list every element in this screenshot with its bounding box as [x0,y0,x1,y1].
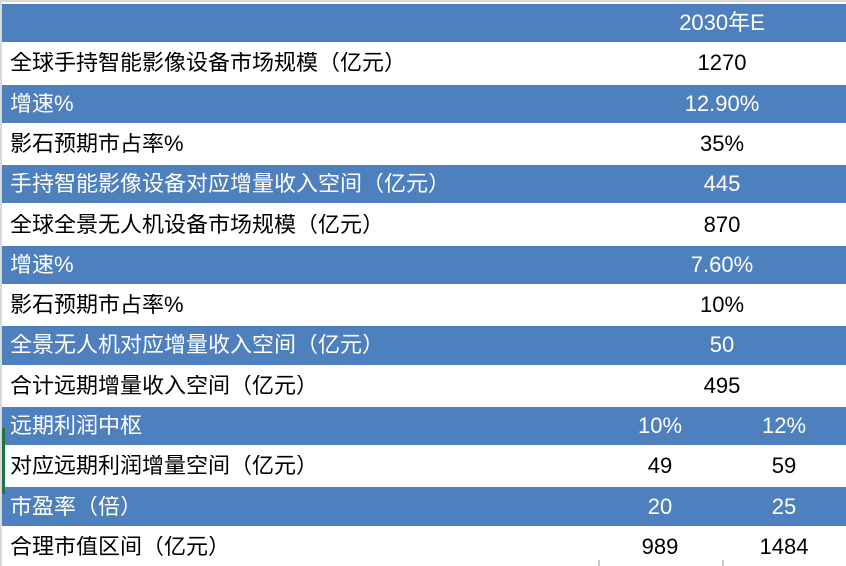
cell-value: 10% [637,412,683,438]
column-separator-tick [722,560,724,566]
row-label: 全景无人机对应增量收入空间（亿元） [10,334,385,357]
row-label: 增速% [10,253,74,276]
column-separator-tick [598,560,600,566]
cell-value: 445 [703,171,741,197]
cell-value: 59 [771,453,797,479]
cell-value: 49 [647,453,673,479]
table-row: 增速% 12.90% [2,82,846,125]
row-label: 全球全景无人机设备市场规模（亿元） [10,213,385,236]
cell-value: 12.90% [684,90,760,116]
table-row: 2030年E [2,2,846,45]
table-row: 全球全景无人机设备市场规模（亿元） 870 [2,205,846,244]
row-label: 影石预期市占率% [10,294,184,317]
cell-value: 870 [703,211,741,237]
table-row: 市盈率（倍） 20 25 [2,485,846,528]
table-row: 合计远期增量收入空间（亿元） 495 [2,366,846,405]
row-label: 市盈率（倍） [10,495,143,518]
table-row: 影石预期市占率% 10% [2,285,846,325]
table-row: 全景无人机对应增量收入空间（亿元） 50 [2,324,846,367]
table-row: 全球手持智能影像设备市场规模（亿元） 1270 [2,44,846,83]
cell-value: 50 [709,332,735,358]
row-label: 影石预期市占率% [10,132,184,155]
cell-value: 989 [641,533,679,559]
row-label: 合计远期增量收入空间（亿元） [10,374,319,397]
cell-value: 495 [703,372,741,398]
cell-value: 1484 [759,533,809,559]
row-label: 远期利润中枢 [10,414,143,437]
cell-value: 25 [771,493,797,519]
table-row: 增速% 7.60% [2,243,846,286]
row-label: 增速% [10,92,74,115]
cell-value: 12% [761,412,807,438]
cell-value: 7.60% [690,251,754,277]
row-label: 对应远期利润增量空间（亿元） [10,455,319,478]
table-row: 远期利润中枢 10% 12% [2,404,846,448]
green-marker-bar [2,428,5,494]
cell-value: 20 [647,493,673,519]
cell-value: 1270 [697,50,747,76]
table-row: 对应远期利润增量空间（亿元） 49 59 [2,447,846,486]
cell-value: 35% [699,130,745,156]
row-label: 合理市值区间（亿元） [10,535,231,558]
row-label: 全球手持智能影像设备市场规模（亿元） [10,52,407,75]
table-row: 合理市值区间（亿元） 989 1484 [2,527,846,566]
cell-value: 10% [699,292,745,318]
column-header-2030E: 2030年E [679,10,765,36]
row-label: 手持智能影像设备对应增量收入空间（亿元） [10,173,451,196]
table-row: 影石预期市占率% 35% [2,124,846,164]
table-row: 手持智能影像设备对应增量收入空间（亿元） 445 [2,163,846,206]
